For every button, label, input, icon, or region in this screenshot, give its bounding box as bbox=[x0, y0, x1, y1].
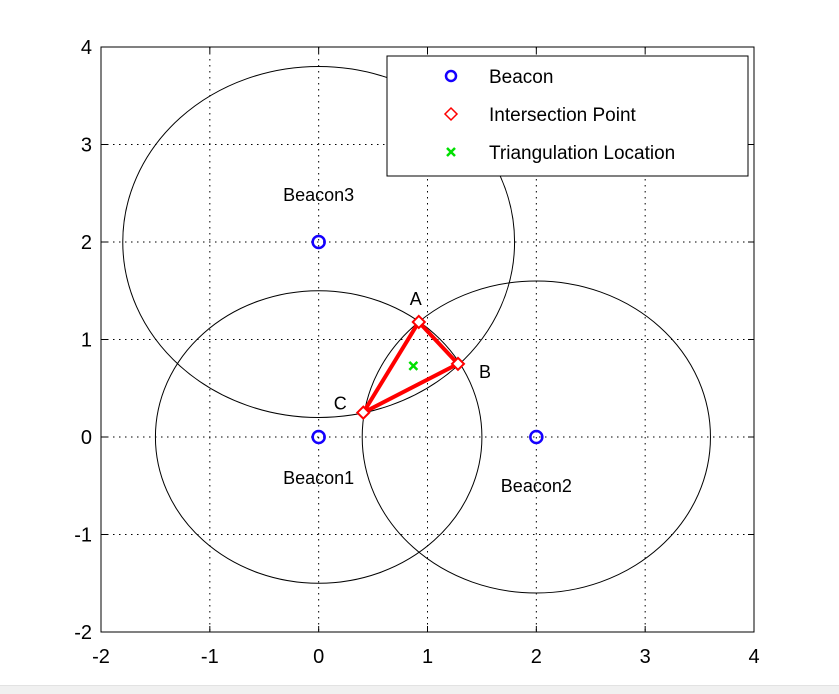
y-tick-label: 3 bbox=[81, 135, 92, 157]
axis-ticks: -2 -1 0 1 2 3 4 -2 -1 0 1 2 3 4 bbox=[74, 37, 759, 668]
y-tick-label: 1 bbox=[81, 330, 92, 352]
x-tick-label: -1 bbox=[201, 646, 219, 668]
intersection-label: B bbox=[479, 362, 491, 382]
intersection-marker bbox=[450, 356, 466, 372]
beacon-marker bbox=[529, 429, 544, 445]
triangulation-marker bbox=[408, 360, 419, 371]
x-tick-label: 0 bbox=[313, 646, 324, 668]
y-tick-label: 0 bbox=[81, 427, 92, 449]
range-circles bbox=[122, 66, 711, 594]
range-circle bbox=[122, 66, 516, 418]
y-tick-label: 2 bbox=[81, 232, 92, 254]
intersection-label: C bbox=[334, 394, 347, 414]
legend-marker-beacon bbox=[444, 69, 458, 83]
x-tick-label: 4 bbox=[748, 646, 759, 668]
x-tick-label: 3 bbox=[640, 646, 651, 668]
beacon-label: Beacon1 bbox=[283, 468, 354, 488]
triangle bbox=[361, 319, 460, 415]
intersection-marker bbox=[411, 314, 427, 330]
x-tick-label: 1 bbox=[422, 646, 433, 668]
legend-label: Intersection Point bbox=[489, 105, 637, 126]
beacon-label: Beacon2 bbox=[501, 476, 572, 496]
legend-marker-intersection bbox=[443, 106, 459, 122]
markers bbox=[311, 234, 544, 445]
legend-marker-triangulation bbox=[446, 147, 456, 157]
legend-label: Triangulation Location bbox=[489, 143, 675, 164]
y-tick-label: -2 bbox=[74, 622, 92, 644]
intersection-label: A bbox=[410, 289, 422, 309]
intersection-marker bbox=[355, 405, 371, 421]
point-labels: Beacon1 Beacon2 Beacon3 A B C bbox=[283, 185, 572, 496]
beacon-marker bbox=[311, 429, 326, 445]
y-tick-label: 4 bbox=[81, 37, 92, 59]
beacon-label: Beacon3 bbox=[283, 185, 354, 205]
x-tick-label: -2 bbox=[92, 646, 110, 668]
range-circle bbox=[154, 290, 483, 584]
range-circle bbox=[361, 280, 711, 594]
triangle-outline bbox=[361, 319, 460, 415]
beacon-marker bbox=[311, 234, 326, 250]
y-tick-label: -1 bbox=[74, 525, 92, 547]
bottom-status-strip bbox=[0, 685, 839, 694]
legend-label: Beacon bbox=[489, 67, 553, 88]
x-tick-label: 2 bbox=[531, 646, 542, 668]
legend: Beacon Intersection Point Triangulation Lo… bbox=[386, 55, 749, 177]
